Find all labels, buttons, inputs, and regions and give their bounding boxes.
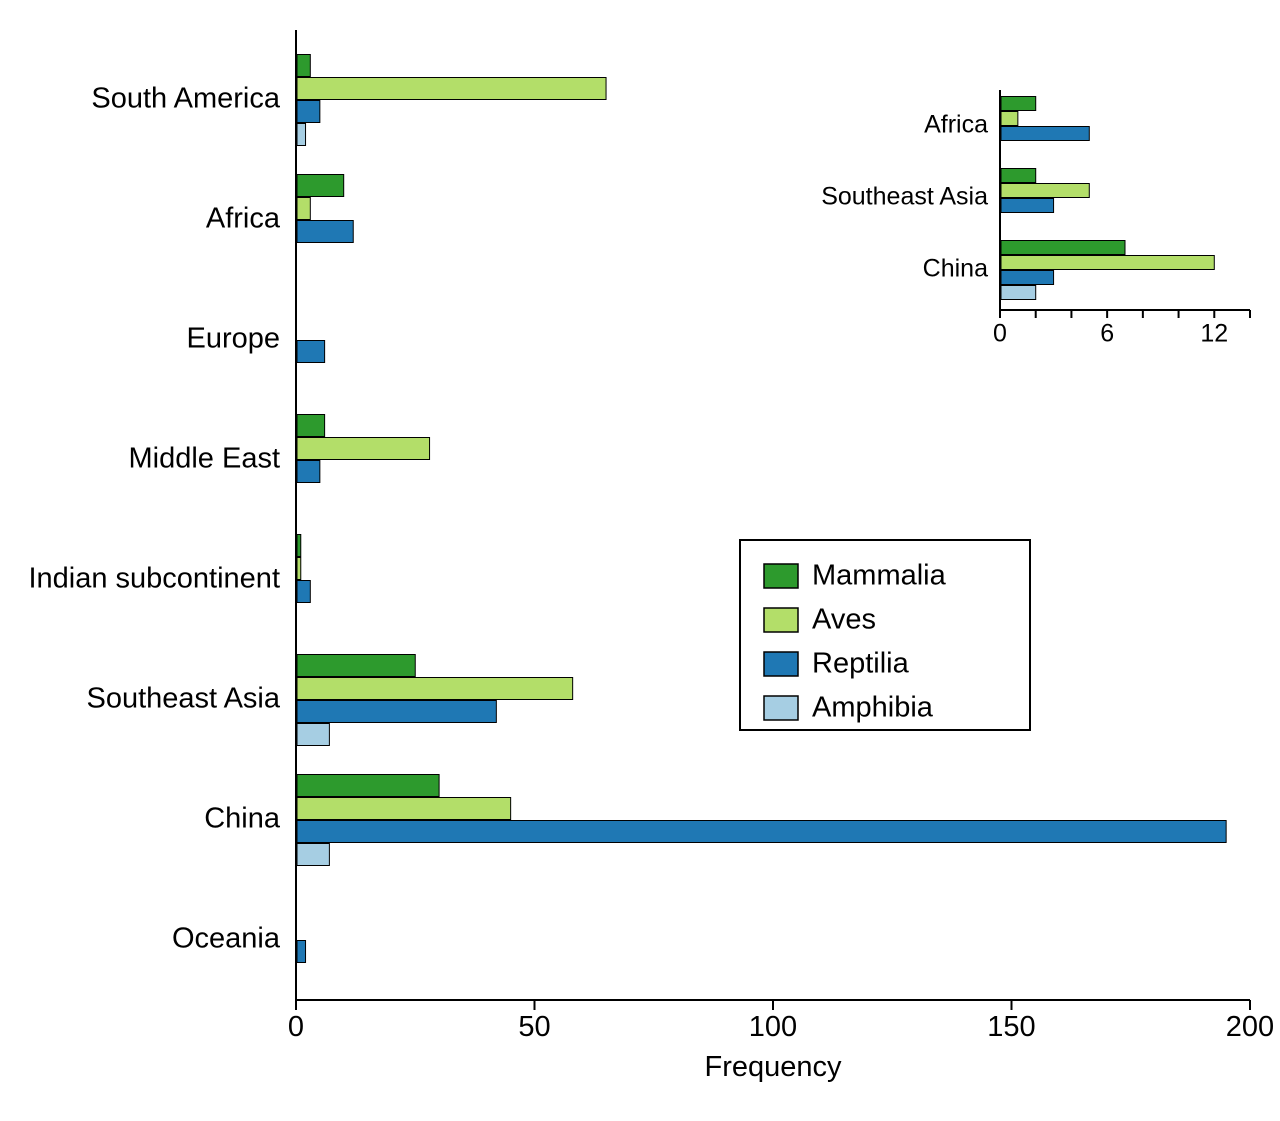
main-x-tick-label: 150	[987, 1011, 1035, 1043]
inset-bar-mammalia	[1001, 169, 1036, 183]
legend-label: Mammalia	[812, 560, 947, 592]
inset-x-tick-label: 0	[993, 320, 1007, 348]
inset-bar-aves	[1001, 184, 1089, 198]
legend-swatch-mammalia	[764, 564, 798, 588]
inset-bar-reptilia	[1001, 199, 1054, 213]
category-label: Indian subcontinent	[28, 563, 280, 595]
bar-mammalia	[297, 415, 325, 437]
legend-label: Reptilia	[812, 648, 910, 680]
main-x-tick-label: 100	[749, 1011, 797, 1043]
bar-aves	[297, 798, 511, 820]
bar-mammalia	[297, 535, 301, 557]
inset-x-tick-label: 6	[1100, 320, 1114, 348]
inset-chart: Africa Southeast Asia China 0 6 12	[821, 90, 1250, 348]
bar-amphibia	[297, 124, 306, 146]
bar-reptilia	[297, 461, 320, 483]
legend-swatch-reptilia	[764, 652, 798, 676]
bar-reptilia	[297, 821, 1226, 843]
frequency-chart: South America Africa Europe Middle East Indi…	[0, 0, 1280, 1121]
bar-mammalia	[297, 655, 415, 677]
category-label: Europe	[186, 323, 280, 355]
category-label: China	[204, 803, 281, 835]
inset-bar-reptilia	[1001, 127, 1089, 141]
main-x-tick-label: 200	[1226, 1011, 1274, 1043]
bar-reptilia	[297, 941, 306, 963]
bar-amphibia	[297, 724, 329, 746]
main-x-tick-label: 0	[288, 1011, 304, 1043]
category-label: Middle East	[128, 443, 280, 475]
bar-reptilia	[297, 341, 325, 363]
inset-x-tick-label: 12	[1200, 320, 1228, 348]
inset-bar-mammalia	[1001, 241, 1125, 255]
category-label: Southeast Asia	[87, 683, 281, 715]
category-label: Oceania	[172, 923, 281, 955]
x-axis-title: Frequency	[704, 1051, 842, 1083]
legend-label: Aves	[812, 604, 876, 636]
bar-mammalia	[297, 175, 344, 197]
category-label: Africa	[206, 203, 281, 235]
inset-bar-aves	[1001, 112, 1018, 126]
legend-label: Amphibia	[812, 692, 934, 724]
bar-reptilia	[297, 221, 353, 243]
inset-bar-amphibia	[1001, 286, 1036, 300]
main-x-tick-label: 50	[518, 1011, 550, 1043]
bar-reptilia	[297, 701, 496, 723]
legend-swatch-amphibia	[764, 696, 798, 720]
bar-aves	[297, 78, 606, 100]
legend: Mammalia Aves Reptilia Amphibia	[740, 540, 1030, 730]
category-label: South America	[91, 83, 280, 115]
inset-bar-mammalia	[1001, 97, 1036, 111]
bar-aves	[297, 678, 573, 700]
bar-reptilia	[297, 581, 310, 603]
bar-reptilia	[297, 101, 320, 123]
inset-category-label: Africa	[924, 111, 988, 139]
inset-bar-reptilia	[1001, 271, 1054, 285]
bar-amphibia	[297, 844, 329, 866]
legend-swatch-aves	[764, 608, 798, 632]
bar-aves	[297, 438, 430, 460]
bar-mammalia	[297, 55, 310, 77]
bar-mammalia	[297, 775, 439, 797]
bar-aves	[297, 198, 310, 220]
bar-aves	[297, 558, 301, 580]
inset-category-label: Southeast Asia	[821, 183, 988, 211]
inset-bar-aves	[1001, 256, 1214, 270]
inset-category-label: China	[923, 255, 988, 283]
